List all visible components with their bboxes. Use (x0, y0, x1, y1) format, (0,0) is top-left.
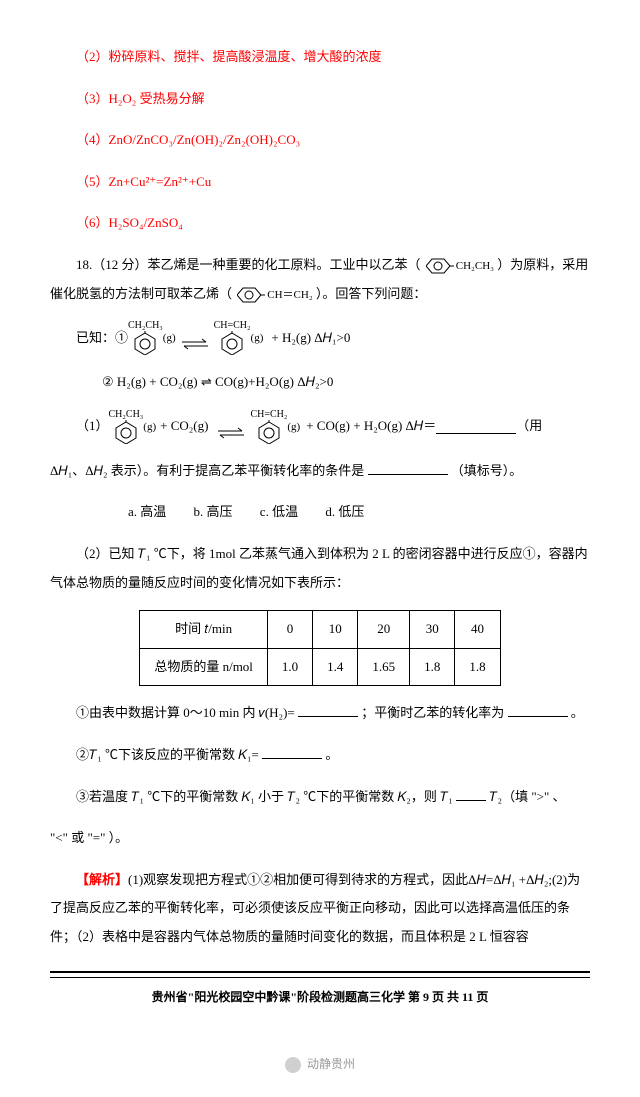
q2-2a: ②𝑇₁ ℃下该反应的平衡常数 𝐾₁= (76, 747, 259, 762)
watermark: 动静贵州 (50, 1051, 590, 1077)
q1-tail: + CO(g) + H₂O(g) Δ𝐻＝ (306, 412, 436, 441)
jiexi-label: 【解析】 (76, 872, 128, 887)
known-label: 已知：① (76, 324, 128, 353)
styrene-icon: CH=CH₂ (214, 321, 251, 355)
q2-1b: ；平衡时乙苯的转化率为 (361, 705, 504, 720)
q2-1c: 。 (571, 705, 584, 720)
q18-stem: 18.（12 分）苯乙烯是一种重要的化工原料。工业中以乙苯（ CH₂CH₃ ）为… (50, 251, 590, 308)
q1-line2-tail: （填标号）。 (451, 463, 523, 478)
rxn-2: ② H₂(g) + CO₂(g) ⇌ CO(g)+H₂O(g) Δ𝐻₂>0 (50, 368, 590, 397)
blank-condition (368, 461, 448, 475)
th-20: 20 (358, 611, 410, 649)
answer-2: （2）粉碎原料、搅拌、提高酸浸温度、增大酸的浓度 (50, 43, 590, 72)
td-v: 1.8 (410, 648, 455, 686)
opt-d: d. 低压 (325, 504, 364, 519)
table-row: 时间 𝑡/min 0 10 20 30 40 (140, 611, 500, 649)
jiexi: 【解析】(1)观察发现把方程式①②相加便可得到待求的方程式，因此Δ𝐻=Δ𝐻₁ +… (50, 866, 590, 952)
answer-6: （6）H₂SO₄/ZnSO₄ (50, 209, 590, 238)
q18-1: （1） CH₂CH₃ (g) + CO₂(g) CH=CH₂ (g) + CO(… (50, 410, 590, 444)
blank-vH2 (298, 703, 358, 717)
blank-K1 (262, 745, 322, 759)
page-footer: 贵州省"阳光校园空中黔课"阶段检测题高三化学 第 9 页 共 11 页 (50, 971, 590, 1010)
wechat-icon (285, 1057, 301, 1073)
q18-1-line2: Δ𝐻₁、Δ𝐻₂ 表示）。有利于提高乙苯平衡转化率的条件是 （填标号）。 (50, 457, 590, 486)
opt-b: b. 高压 (194, 504, 233, 519)
data-table: 时间 𝑡/min 0 10 20 30 40 总物质的量 n/mol 1.0 1… (139, 610, 500, 686)
q18-text-a: 18.（12 分）苯乙烯是一种重要的化工原料。工业中以乙苯（ (76, 257, 421, 272)
table-row: 总物质的量 n/mol 1.0 1.4 1.65 1.8 1.8 (140, 648, 500, 686)
q18-sub-d: CH＝CH₂ (267, 289, 312, 301)
blank-compare (456, 787, 486, 801)
q2-2b: 。 (325, 747, 338, 762)
th-40: 40 (455, 611, 500, 649)
equilibrium-arrow-icon (216, 421, 246, 433)
q1-after: （用 (516, 412, 542, 441)
q18-sub-b: CH₂CH₃ (456, 260, 494, 272)
q18-2-3: ③若温度 𝑇₁ ℃下的平衡常数 𝐾₁ 小于 𝑇₂ ℃下的平衡常数 𝐾₂，则 𝑇₁… (50, 783, 590, 812)
blank-conv (508, 703, 568, 717)
jiexi-text: (1)观察发现把方程式①②相加便可得到待求的方程式，因此Δ𝐻=Δ𝐻₁ +Δ𝐻₂;… (50, 872, 580, 944)
answer-4: （4）ZnO/ZnCO₃/Zn(OH)₂/Zn₂(OH)₂CO₃ (50, 126, 590, 155)
styrene-icon: CH=CH₂ (250, 410, 287, 444)
td-v: 1.4 (313, 648, 358, 686)
q18-2-1: ①由表中数据计算 0～10 min 内 𝑣(H₂)= ；平衡时乙苯的转化率为 。 (50, 699, 590, 728)
rxn1-tail: + H₂(g) Δ𝐻₁>0 (271, 324, 350, 353)
th-10: 10 (313, 611, 358, 649)
td-v: 1.65 (358, 648, 410, 686)
equilibrium-arrow-icon (180, 332, 210, 344)
ethylbenzene-icon: CH₂CH₃ (128, 321, 163, 355)
exam-page: （2）粉碎原料、搅拌、提高酸浸温度、增大酸的浓度 （3）H₂O₂ 受热易分解 （… (0, 0, 640, 1097)
q1-mid: + CO₂(g) (160, 412, 208, 441)
td-v: 1.0 (267, 648, 312, 686)
answer-3: （3）H₂O₂ 受热易分解 (50, 85, 590, 114)
q2-3a: ③若温度 𝑇₁ ℃下的平衡常数 𝐾₁ 小于 𝑇₂ ℃下的平衡常数 𝐾₂，则 𝑇₁ (76, 789, 453, 804)
wm-text: 动静贵州 (307, 1057, 355, 1071)
q18-2: （2）已知 𝑇₁ ℃下，将 1mol 乙苯蒸气通入到体积为 2 L 的密闭容器中… (50, 540, 590, 597)
benzene-icon (237, 284, 265, 306)
q2-3b: 𝑇₂（填 ">" 、 (489, 789, 565, 804)
opt-c: c. 低温 (260, 504, 298, 519)
q1-lead: （1） (76, 412, 109, 441)
td-v: 1.8 (455, 648, 500, 686)
answer-5: （5）Zn+Cu²⁺=Zn²⁺+Cu (50, 168, 590, 197)
q18-text-e: ）。回答下列问题： (316, 286, 427, 301)
q18-2-3c: "<" 或 "=" ）。 (50, 824, 590, 853)
td-label: 总物质的量 n/mol (140, 648, 268, 686)
opt-a: a. 高温 (128, 504, 166, 519)
q2-1a: ①由表中数据计算 0～10 min 内 𝑣(H₂)= (76, 705, 295, 720)
q18-2-2: ②𝑇₁ ℃下该反应的平衡常数 𝐾₁= 。 (50, 741, 590, 770)
q1-line2-text: Δ𝐻₁、Δ𝐻₂ 表示）。有利于提高乙苯平衡转化率的条件是 (50, 463, 364, 478)
rxn-1: 已知：① CH₂CH₃ (g) CH=CH₂ (g) + H₂(g) Δ𝐻₁>0 (50, 321, 590, 355)
ethylbenzene-icon: CH₂CH₃ (109, 410, 144, 444)
options: a. 高温 b. 高压 c. 低温 d. 低压 (50, 498, 590, 527)
th-30: 30 (410, 611, 455, 649)
th-0: 0 (267, 611, 312, 649)
th-time: 时间 𝑡/min (140, 611, 268, 649)
benzene-icon (426, 255, 454, 277)
blank-dH (436, 420, 516, 434)
